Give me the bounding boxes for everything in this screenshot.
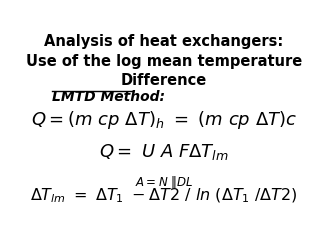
- Text: $\mathbf{\it{Q= (m\ cp\ \Delta T)_h\ =\ (m\ cp\ \Delta T)c}}$: $\mathbf{\it{Q= (m\ cp\ \Delta T)_h\ =\ …: [31, 109, 297, 131]
- Text: Analysis of heat exchangers:
Use of the log mean temperature
Difference: Analysis of heat exchangers: Use of the …: [26, 34, 302, 88]
- Text: $\mathbf{\it{A=N\ \Vert DL}}$: $\mathbf{\it{A=N\ \Vert DL}}$: [135, 174, 193, 190]
- Text: LMTD Method:: LMTD Method:: [52, 90, 165, 104]
- Text: $\mathbf{\it{\Delta T_{lm}\ =\ \Delta T_1\ -\Delta T2\ /\ ln\ (\Delta T_1\ /\Del: $\mathbf{\it{\Delta T_{lm}\ =\ \Delta T_…: [30, 187, 298, 205]
- Text: $\mathbf{\it{Q=\ U\ A\ F\Delta T_{lm}}}$: $\mathbf{\it{Q=\ U\ A\ F\Delta T_{lm}}}$: [99, 143, 229, 162]
